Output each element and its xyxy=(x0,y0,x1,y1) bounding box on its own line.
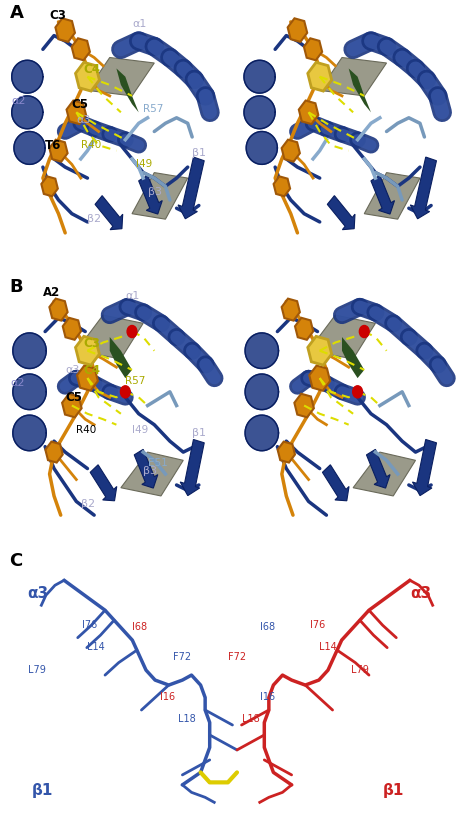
Polygon shape xyxy=(14,132,45,164)
FancyArrow shape xyxy=(178,157,204,218)
Text: α3: α3 xyxy=(27,586,49,600)
FancyArrow shape xyxy=(95,196,123,230)
Circle shape xyxy=(359,326,369,338)
FancyBboxPatch shape xyxy=(9,8,232,282)
Text: L18: L18 xyxy=(242,714,259,725)
Text: F72: F72 xyxy=(228,652,246,662)
Text: β1: β1 xyxy=(383,783,404,798)
Polygon shape xyxy=(244,61,275,93)
Polygon shape xyxy=(319,57,387,96)
Polygon shape xyxy=(117,69,139,112)
Text: R57: R57 xyxy=(125,375,146,385)
Text: L79: L79 xyxy=(351,664,369,675)
Polygon shape xyxy=(342,337,364,378)
Text: C3: C3 xyxy=(83,337,100,349)
FancyArrow shape xyxy=(371,175,394,214)
Polygon shape xyxy=(245,333,279,369)
Text: E51: E51 xyxy=(147,458,167,468)
Polygon shape xyxy=(132,173,188,219)
FancyArrow shape xyxy=(134,449,158,488)
Text: β3: β3 xyxy=(143,466,157,476)
Circle shape xyxy=(353,386,363,398)
Polygon shape xyxy=(245,374,279,410)
Text: β1: β1 xyxy=(192,428,206,438)
Text: I49: I49 xyxy=(137,160,153,169)
FancyArrow shape xyxy=(90,465,117,501)
FancyBboxPatch shape xyxy=(242,8,465,282)
Text: A2: A2 xyxy=(43,286,60,299)
Text: I68: I68 xyxy=(260,622,275,632)
FancyArrow shape xyxy=(366,449,390,488)
Text: L14: L14 xyxy=(319,642,337,652)
Polygon shape xyxy=(13,374,46,410)
Text: L18: L18 xyxy=(178,714,196,725)
Text: α1: α1 xyxy=(125,290,140,301)
Text: F72: F72 xyxy=(173,652,191,662)
FancyArrow shape xyxy=(322,465,349,501)
Text: C: C xyxy=(9,552,23,570)
Text: B: B xyxy=(9,278,23,296)
Polygon shape xyxy=(246,132,277,164)
Text: R40: R40 xyxy=(76,425,97,435)
Text: A: A xyxy=(9,4,23,22)
Polygon shape xyxy=(13,333,46,369)
Text: L14: L14 xyxy=(87,642,105,652)
Polygon shape xyxy=(76,315,143,359)
Polygon shape xyxy=(364,173,420,219)
Text: β2: β2 xyxy=(81,499,95,509)
FancyArrow shape xyxy=(410,157,437,218)
Text: I68: I68 xyxy=(132,622,147,632)
Text: R40: R40 xyxy=(81,140,101,150)
Polygon shape xyxy=(309,315,375,359)
Text: α3: α3 xyxy=(76,115,91,125)
Polygon shape xyxy=(121,452,183,496)
Polygon shape xyxy=(349,69,371,112)
Circle shape xyxy=(120,386,130,398)
Text: C5: C5 xyxy=(72,98,89,111)
Text: T6: T6 xyxy=(45,139,62,152)
Text: I76: I76 xyxy=(82,620,98,630)
FancyArrow shape xyxy=(412,439,437,496)
Text: I16: I16 xyxy=(160,692,175,702)
FancyArrow shape xyxy=(180,439,204,496)
Polygon shape xyxy=(353,452,416,496)
Text: β2: β2 xyxy=(88,214,101,224)
FancyArrow shape xyxy=(139,175,162,214)
Text: β1: β1 xyxy=(32,783,54,798)
Text: β1: β1 xyxy=(192,148,206,158)
Polygon shape xyxy=(88,57,155,96)
Text: I49: I49 xyxy=(132,425,148,435)
Text: L79: L79 xyxy=(27,664,46,675)
Text: I16: I16 xyxy=(260,692,275,702)
Circle shape xyxy=(127,326,137,338)
FancyBboxPatch shape xyxy=(242,282,465,556)
Polygon shape xyxy=(245,415,279,451)
FancyArrow shape xyxy=(328,196,355,230)
Polygon shape xyxy=(110,337,132,378)
Text: α2: α2 xyxy=(12,96,26,106)
Text: α3: α3 xyxy=(65,365,80,375)
Text: C3: C3 xyxy=(50,9,66,22)
FancyBboxPatch shape xyxy=(9,282,232,556)
Text: β3: β3 xyxy=(147,187,162,196)
Polygon shape xyxy=(12,61,43,93)
Polygon shape xyxy=(13,415,46,451)
Text: α1: α1 xyxy=(132,20,146,29)
Text: I76: I76 xyxy=(310,620,325,630)
Polygon shape xyxy=(12,96,43,128)
Polygon shape xyxy=(244,96,275,128)
Text: C4: C4 xyxy=(83,364,100,377)
Text: C5: C5 xyxy=(65,392,82,404)
Text: R57: R57 xyxy=(143,105,164,115)
Text: α3: α3 xyxy=(410,586,431,600)
Text: α2: α2 xyxy=(10,379,25,389)
Text: C4: C4 xyxy=(83,63,100,75)
